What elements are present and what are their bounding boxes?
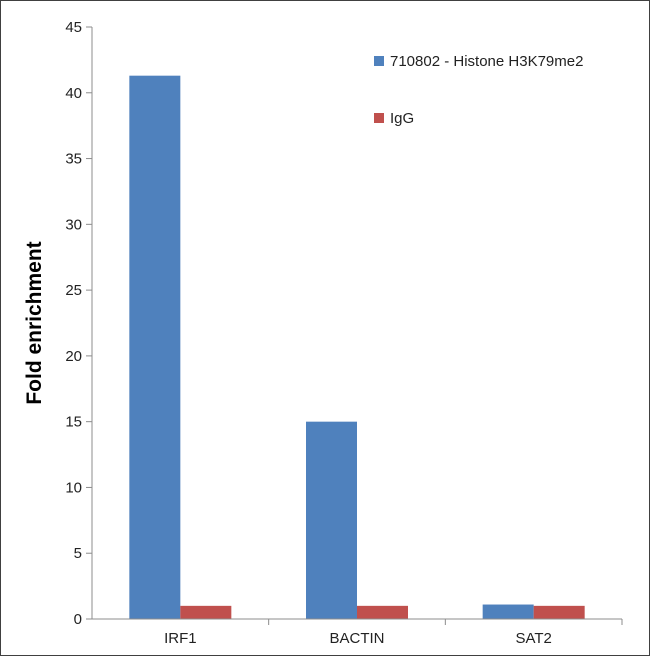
bar-bactin-h3k79me2	[306, 421, 357, 619]
y-tick-label: 5	[74, 545, 82, 562]
legend-label: 710802 - Histone H3K79me2	[390, 53, 583, 70]
legend-label: IgG	[390, 110, 414, 127]
y-tick-label: 10	[65, 479, 82, 496]
bar-sat2-h3k79me2	[482, 604, 534, 619]
legend: 710802 - Histone H3K79me2 IgG	[374, 53, 583, 127]
bars	[129, 75, 585, 620]
legend-swatch	[374, 56, 384, 66]
legend-swatch	[374, 113, 384, 123]
y-axis-title: Fold enrichment	[23, 241, 46, 404]
y-tick-label: 25	[65, 282, 82, 299]
x-tick-label: IRF1	[164, 630, 197, 647]
bar-sat2-igg	[533, 605, 585, 619]
bar-bactin-igg	[357, 605, 408, 619]
x-tick-label: SAT2	[515, 630, 551, 647]
x-axis-labels: IRF1 BACTIN SAT2	[164, 619, 623, 647]
y-tick-label: 45	[65, 19, 82, 36]
y-tick-label: 15	[65, 414, 82, 431]
y-tick-label: 20	[65, 348, 82, 365]
y-tick-label: 0	[74, 611, 82, 628]
y-tick-label: 30	[65, 216, 82, 233]
y-axis-ticks: 0 5 10 15 20 25 30 35 40 45	[65, 19, 92, 628]
bar-irf1-igg	[180, 605, 232, 619]
y-tick-label: 40	[65, 85, 82, 102]
y-tick-label: 35	[65, 151, 82, 168]
x-tick-label: BACTIN	[329, 630, 384, 647]
bar-irf1-h3k79me2	[129, 75, 181, 620]
